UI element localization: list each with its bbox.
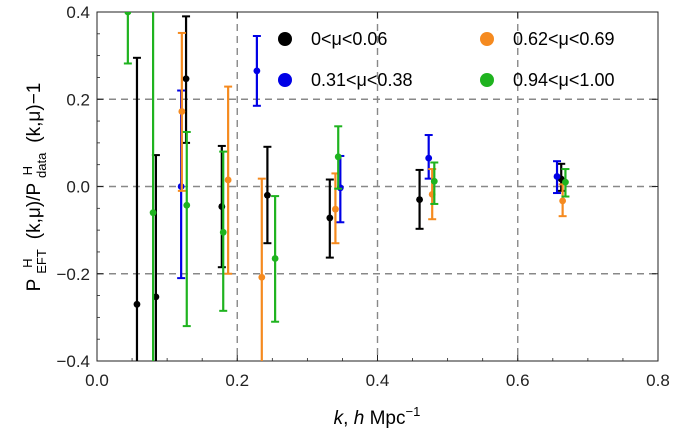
data-point [178,108,186,115]
y-label-sup1: H [20,259,35,268]
y-label-suffix: (k,μ)−1 [24,83,45,143]
data-point [124,12,132,16]
data-point [264,191,271,199]
data-point [334,153,342,161]
y-label-sub2: data [34,152,49,178]
legend-label: 0<μ<0.06 [311,29,387,49]
data-point [253,67,261,75]
series-2 [177,31,567,361]
x-axis-label: k, h Mpc−1 [334,404,421,429]
y-tick-label: −0.2 [56,265,90,284]
y-label-prefix: P [24,279,45,291]
data-point [133,300,141,308]
data-point [183,201,191,209]
y-tick-label: −0.4 [56,352,90,371]
y-tick-label: 0.0 [66,178,90,197]
data-point [152,293,160,301]
x-tick-label: 0.8 [646,371,670,390]
data-point [416,196,423,203]
data-point [182,75,190,83]
svg-text:P EFT H (k,μ: P EFT H (k,μ)/P data H (k,μ)−1 [16,83,51,292]
x-tick-label: 0.0 [85,371,109,390]
legend-marker [278,73,292,87]
y-tick-label: 0.2 [66,90,90,109]
y-tick-label: 0.4 [66,3,90,22]
data-point [326,214,334,222]
y-label-sup2: H [20,166,35,175]
series-3 [123,12,570,361]
data-point [553,173,561,180]
data-point [219,228,227,236]
legend-label: 0.94<μ<1.00 [513,70,614,90]
y-axis-label: P EFT H (k,μ)/P data H (k,μ)−1 [16,83,51,292]
legend-label: 0.31<μ<0.38 [311,70,412,90]
y-label-mid: (k,μ)/P [24,183,45,239]
data-point [332,205,339,213]
data-point [559,197,567,205]
axis-ticks: 0.0 0.2 0.4 0.6 0.8 −0.4 −0.2 0.0 0.2 0.4 [56,3,669,390]
grid-lines [97,12,658,361]
data-point [258,273,266,281]
series-0 [132,15,566,361]
x-tick-label: 0.4 [366,371,390,390]
legend-marker [480,73,494,87]
x-tick-label: 0.2 [225,371,249,390]
x-tick-label: 0.6 [506,371,530,390]
y-label-sub1: EFT [34,249,49,274]
data-point [224,176,232,184]
data-point [562,178,569,186]
data-point [149,209,157,217]
data-point [425,154,433,162]
data-point [430,177,438,185]
legend-marker [278,32,292,46]
legend-label: 0.62<μ<0.69 [513,29,614,49]
data-point [271,255,279,262]
series-layer [123,12,570,361]
legend-marker [480,32,494,46]
legend: 0<μ<0.06 0.31<μ<0.38 0.62<μ<0.69 0.94<μ<1.0… [278,29,614,90]
